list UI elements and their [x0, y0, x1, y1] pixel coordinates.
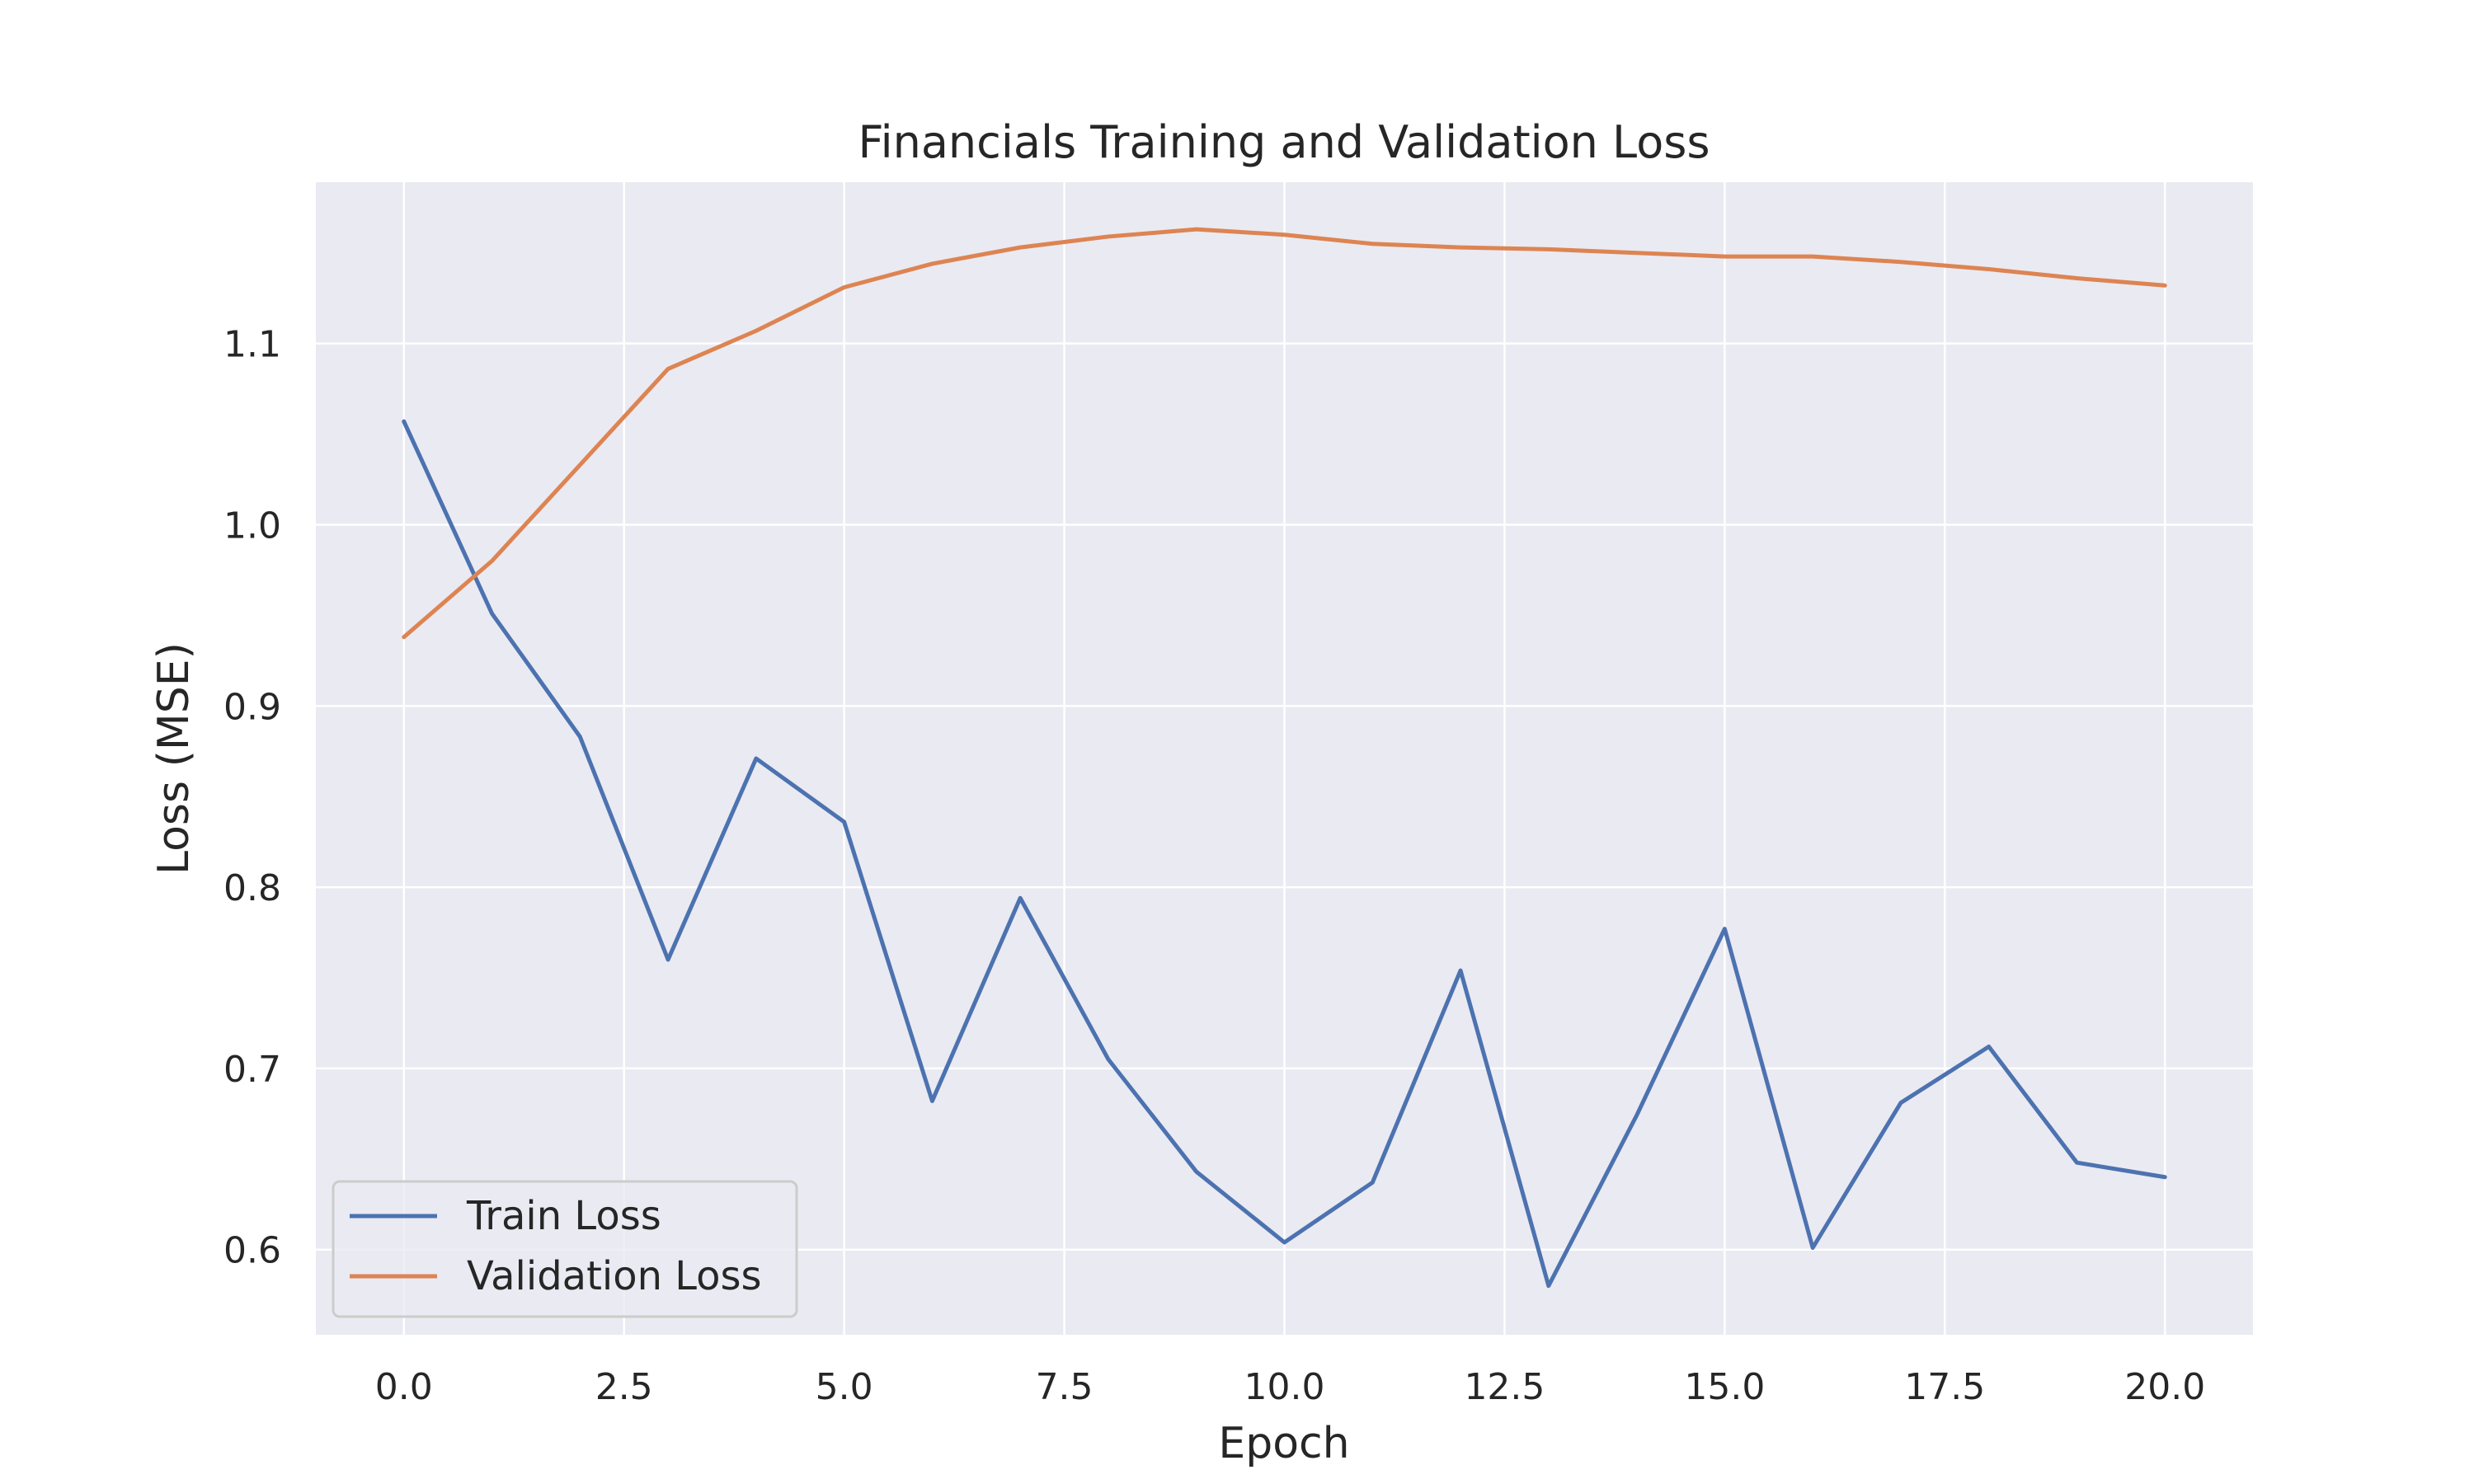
series-line-train-loss — [402, 419, 2167, 1289]
x-tick-label: 5.0 — [816, 1366, 873, 1408]
x-tick-label: 17.5 — [1904, 1366, 1985, 1408]
x-tick-label: 2.5 — [595, 1366, 653, 1408]
x-axis-label: Epoch — [1218, 1419, 1349, 1468]
x-tick-label: 7.5 — [1036, 1366, 1094, 1408]
series-line-validation-loss — [402, 227, 2167, 640]
series-lines — [402, 227, 2167, 1289]
y-axis-ticks: 0.6 0.7 0.8 0.9 1.0 1.1 — [223, 324, 281, 1272]
x-tick-label: 12.5 — [1464, 1366, 1545, 1408]
x-tick-label: 15.0 — [1684, 1366, 1765, 1408]
y-tick-label: 0.6 — [223, 1230, 281, 1272]
x-tick-label: 20.0 — [2124, 1366, 2205, 1408]
x-tick-label: 10.0 — [1244, 1366, 1325, 1408]
legend-box — [332, 1180, 798, 1318]
y-tick-label: 0.7 — [223, 1049, 281, 1091]
y-tick-label: 1.1 — [223, 324, 281, 366]
y-tick-label: 1.0 — [223, 505, 281, 547]
legend-validation-loss-label: Validation Loss — [467, 1253, 762, 1299]
x-axis-ticks: 0.0 2.5 5.0 7.5 10.0 12.5 15.0 17.5 20.0 — [375, 1366, 2205, 1408]
x-tick-label: 0.0 — [375, 1366, 433, 1408]
grid — [316, 182, 2253, 1335]
y-tick-label: 0.8 — [223, 867, 281, 909]
y-tick-label: 0.9 — [223, 686, 281, 728]
legend-train-loss-label: Train Loss — [466, 1193, 661, 1239]
y-axis-label: Loss (MSE) — [149, 642, 199, 875]
chart-title: Financials Training and Validation Loss — [858, 116, 1710, 168]
legend: Train Loss Validation Loss — [332, 1180, 798, 1318]
